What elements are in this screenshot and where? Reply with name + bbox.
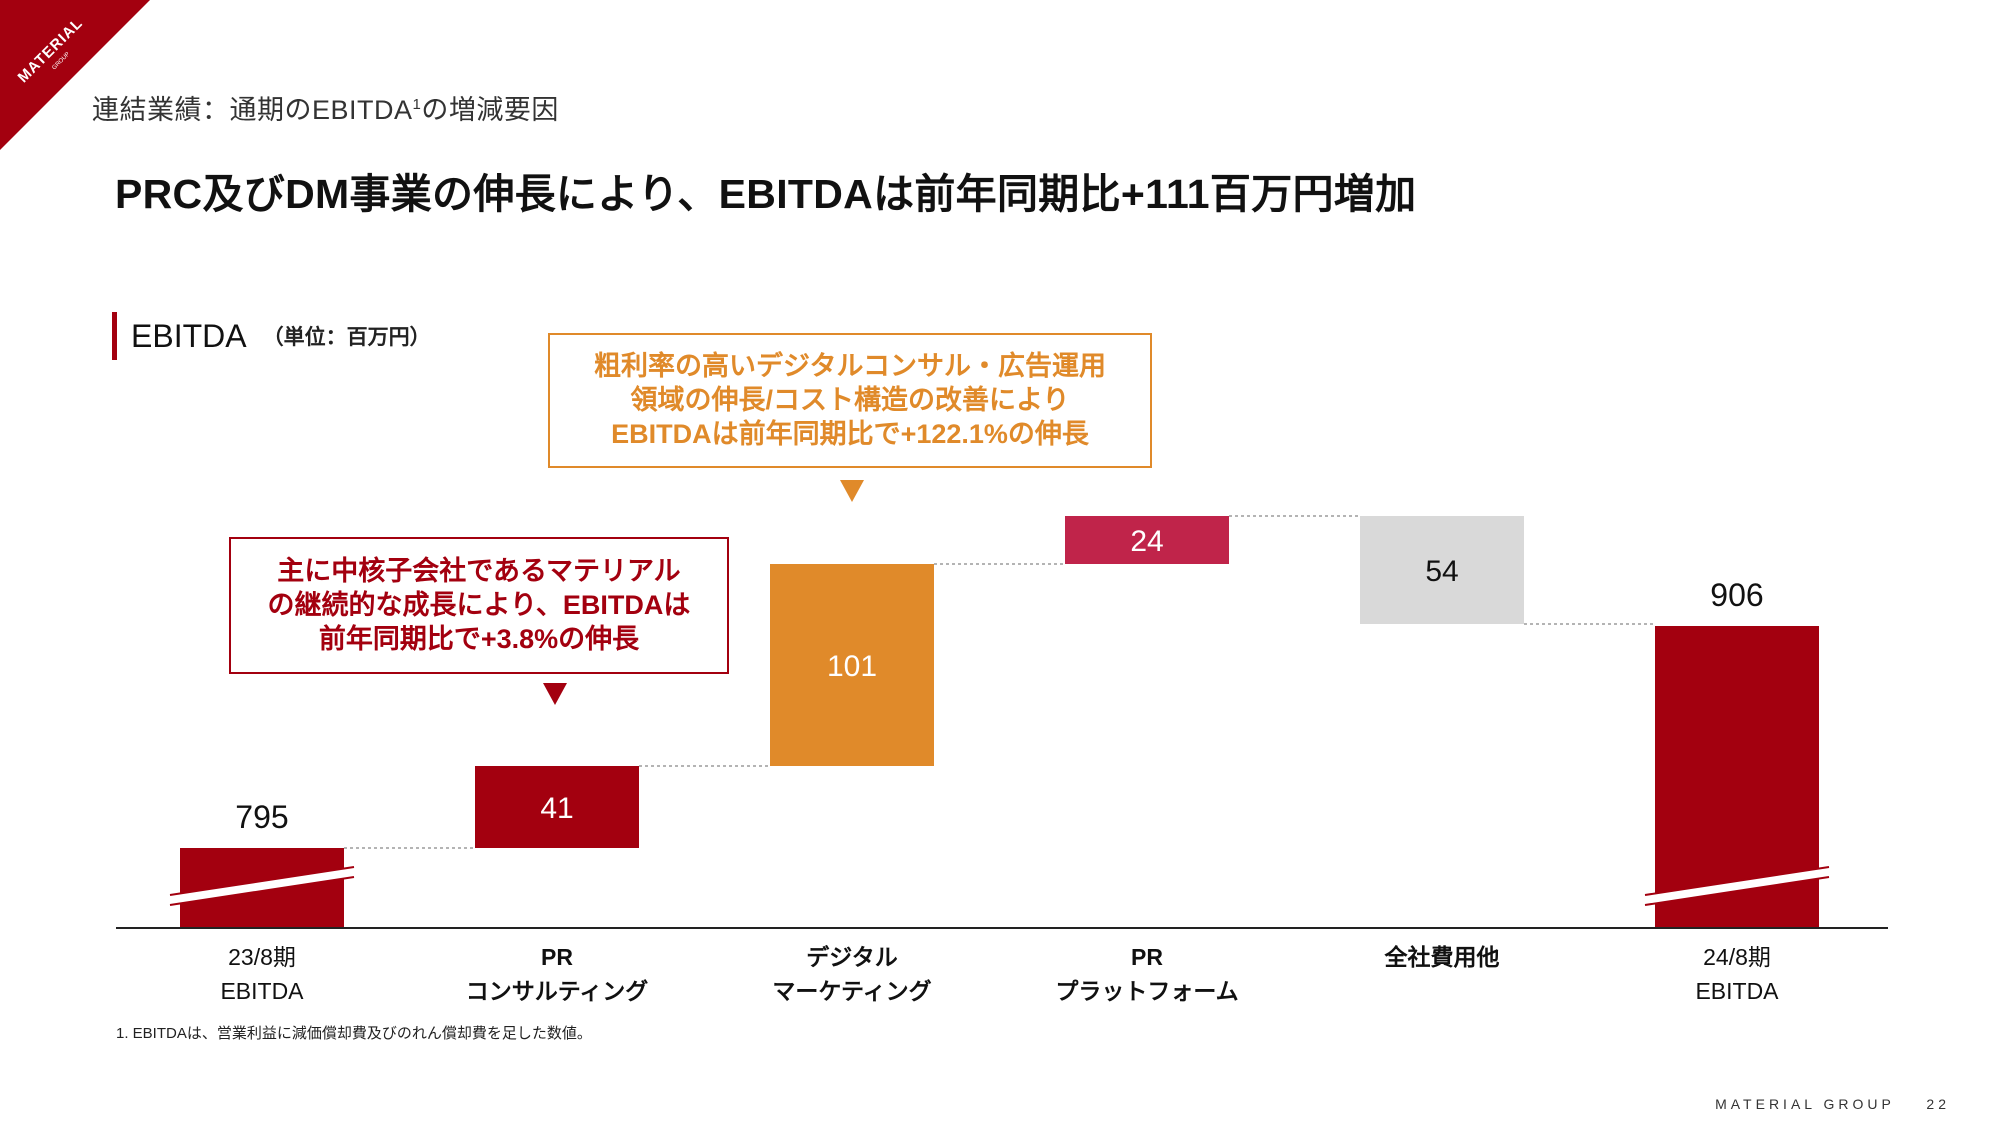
category-label: 全社費用他 xyxy=(1322,940,1562,974)
callout-arrow-down xyxy=(543,683,567,705)
callout-digital-marketing: 粗利率の高いデジタルコンサル・広告運用 領域の伸長/コスト構造の改善により EB… xyxy=(548,333,1152,468)
bar xyxy=(1065,516,1229,564)
footer-brand: MATERIAL GROUP xyxy=(1715,1096,1895,1112)
breadcrumb-suffix: の増減要因 xyxy=(421,95,559,125)
callout-line: 領域の伸長/コスト構造の改善により xyxy=(630,385,1070,415)
axis-break-mark xyxy=(169,867,355,905)
bar xyxy=(475,766,639,848)
category-label: 23/8期 EBITDA xyxy=(142,940,382,1008)
footnote-marker: 1 xyxy=(412,96,422,113)
callout-line: 粗利率の高いデジタルコンサル・広告運用 xyxy=(594,351,1106,381)
axis-break-mark xyxy=(1644,876,1830,906)
bar xyxy=(1360,516,1524,624)
category-label-line: PR xyxy=(1131,944,1163,970)
category-label: 24/8期 EBITDA xyxy=(1617,940,1857,1008)
data-label: 795 xyxy=(235,799,288,835)
category-label-line: 23/8期 xyxy=(228,944,296,970)
breadcrumb: 連結業績：通期のEBITDA1の増減要因 xyxy=(92,88,559,127)
brand-corner-logo: MATERIAL GROUP xyxy=(0,0,150,150)
footnote: 1. EBITDAは、営業利益に減価償却費及びのれん償却費を足した数値。 xyxy=(116,1025,592,1042)
bar xyxy=(770,564,934,766)
chart-title: EBITDA （単位：百万円） xyxy=(112,312,431,360)
category-label-line: マーケティング xyxy=(772,978,932,1004)
page-number: 22 xyxy=(1926,1096,1950,1112)
chart-title-label: EBITDA xyxy=(131,317,247,354)
category-label-line: 全社費用他 xyxy=(1384,944,1500,970)
callout-pr-consulting: 主に中核子会社であるマテリアル の継続的な成長により、EBITDAは 前年同期比… xyxy=(229,537,729,674)
page-headline: PRC及びDM事業の伸長により、EBITDAは前年同期比+111百万円増加 xyxy=(115,171,1417,217)
breadcrumb-text: 連結業績：通期のEBITDA xyxy=(92,95,413,125)
category-label-line: EBITDA xyxy=(1695,978,1779,1004)
callout-line: の継続的な成長により、EBITDAは xyxy=(267,590,691,620)
axis-break-mark xyxy=(1644,867,1830,905)
data-label: 24 xyxy=(1130,525,1163,558)
footer: MATERIAL GROUP 22 xyxy=(1715,1096,1950,1112)
axis-break-mark xyxy=(1644,866,1830,896)
callout-line: 前年同期比で+3.8%の伸長 xyxy=(318,624,640,654)
callout-line: 主に中核子会社であるマテリアル xyxy=(277,556,681,586)
category-label-line: 24/8期 xyxy=(1703,944,1771,970)
callout-line: EBITDAは前年同期比で+122.1%の伸長 xyxy=(611,419,1089,449)
category-label-line: プラットフォーム xyxy=(1055,978,1239,1004)
category-label-line: デジタル xyxy=(806,944,898,970)
data-label: 906 xyxy=(1710,577,1763,613)
axis-break-mark xyxy=(169,876,355,906)
category-label: PR コンサルティング xyxy=(437,940,677,1008)
category-label-line: PR xyxy=(541,944,573,970)
data-label: 54 xyxy=(1425,555,1458,588)
category-label-line: EBITDA xyxy=(220,978,304,1004)
chart-unit: （単位：百万円） xyxy=(262,326,431,349)
callout-arrow-down xyxy=(840,480,864,502)
category-label: デジタルマーケティング xyxy=(732,940,972,1008)
data-label: 41 xyxy=(540,792,573,825)
category-label-line: コンサルティング xyxy=(465,978,649,1004)
axis-break-mark xyxy=(169,866,355,896)
data-label: 101 xyxy=(827,650,877,683)
category-label: PR プラットフォーム xyxy=(1027,940,1267,1008)
